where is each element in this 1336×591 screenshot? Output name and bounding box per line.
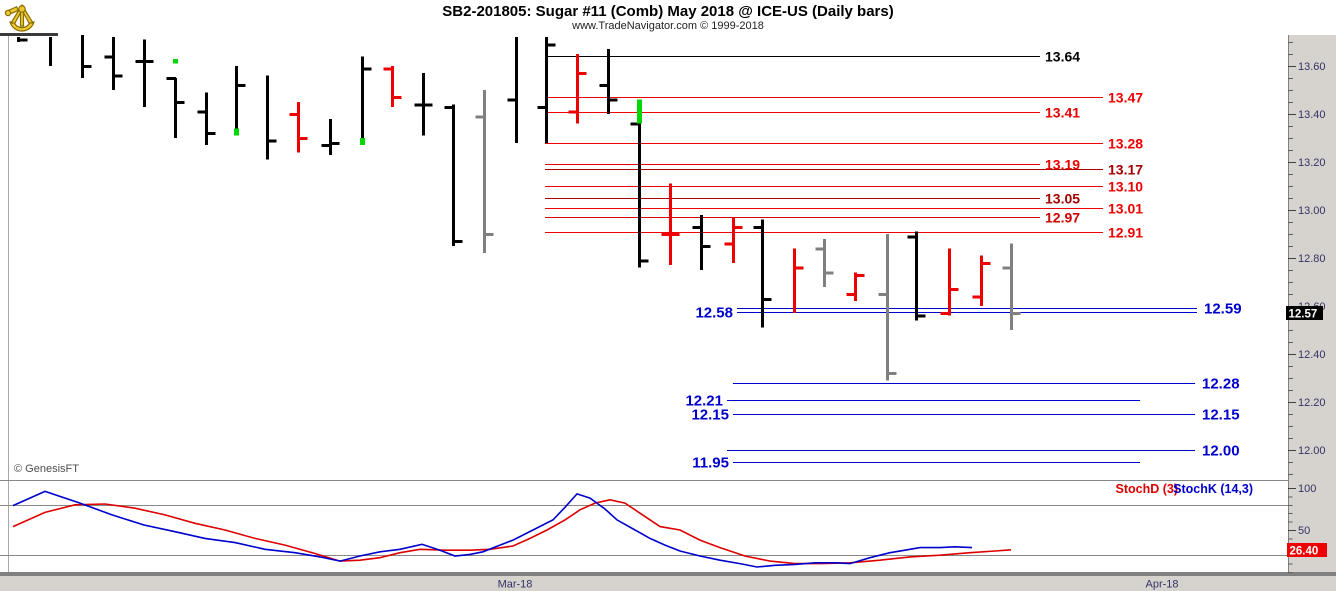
price-level-label: 12.91 xyxy=(1108,225,1143,241)
price-level-label: 13.28 xyxy=(1108,136,1143,152)
genesisft-watermark: © GenesisFT xyxy=(14,463,79,475)
price-level-label: 13.19 xyxy=(1045,157,1080,173)
price-level-label-left: 12.21 xyxy=(685,393,723,410)
price-axis-label: 12.40 xyxy=(1298,349,1326,361)
price-axis-label: 13.20 xyxy=(1298,157,1326,169)
price-axis-label: 12.80 xyxy=(1298,253,1326,265)
price-axis-label: 12.00 xyxy=(1298,445,1326,457)
price-level-label-right: 12.00 xyxy=(1202,443,1240,460)
price-level-label-left: 12.15 xyxy=(691,407,729,424)
price-level-label: 13.10 xyxy=(1108,179,1143,195)
last-price-box-text: 12.57 xyxy=(1289,309,1318,321)
price-axis-label: 13.60 xyxy=(1298,61,1326,73)
price-axis-strip xyxy=(1288,35,1336,572)
chart-subtitle: www.TradeNavigator.com © 1999-2018 xyxy=(572,20,764,32)
price-level-label: 13.05 xyxy=(1045,191,1080,207)
price-level-label-left: 12.58 xyxy=(695,305,733,322)
price-level-label: 13.41 xyxy=(1045,105,1080,121)
sextant-glyph xyxy=(4,3,35,32)
date-label: Mar-18 xyxy=(498,579,533,591)
price-level-label: 13.47 xyxy=(1108,90,1143,106)
date-label: Apr-18 xyxy=(1145,579,1178,591)
price-level-label: 12.97 xyxy=(1045,210,1080,226)
header-divider-segment xyxy=(0,33,58,36)
stoch-k-legend: StochK (14,3) xyxy=(1173,482,1253,496)
stoch-value-box xyxy=(1287,542,1327,557)
price-level-label: 13.64 xyxy=(1045,49,1080,65)
stoch-k-line xyxy=(12,490,973,568)
date-axis-strip xyxy=(0,576,1336,591)
stoch-value-box-text: 26.40 xyxy=(1290,545,1319,557)
price-axis-label: 13.40 xyxy=(1298,109,1326,121)
panel-bottom-bar xyxy=(0,572,1336,576)
stoch-d-line xyxy=(12,498,1012,565)
price-level-label-right: 12.59 xyxy=(1204,301,1242,318)
price-level-label: 13.01 xyxy=(1108,201,1143,217)
price-level-label-right: 12.15 xyxy=(1202,407,1240,424)
price-axis-label: 13.00 xyxy=(1298,205,1326,217)
stoch-axis-label: 100 xyxy=(1298,483,1316,495)
price-level-label-right: 12.28 xyxy=(1202,376,1240,393)
stoch-axis-label: 50 xyxy=(1298,525,1310,537)
last-price-box xyxy=(1286,306,1323,321)
genesis-sextant-icon xyxy=(3,1,39,33)
stoch-d-legend: StochD (3) xyxy=(1116,482,1179,496)
chart-title: SB2-201805: Sugar #11 (Comb) May 2018 @ … xyxy=(442,3,894,20)
price-level-label: 13.17 xyxy=(1108,162,1143,178)
price-level-label-left: 11.95 xyxy=(692,455,729,472)
price-axis-label: 12.20 xyxy=(1298,397,1326,409)
